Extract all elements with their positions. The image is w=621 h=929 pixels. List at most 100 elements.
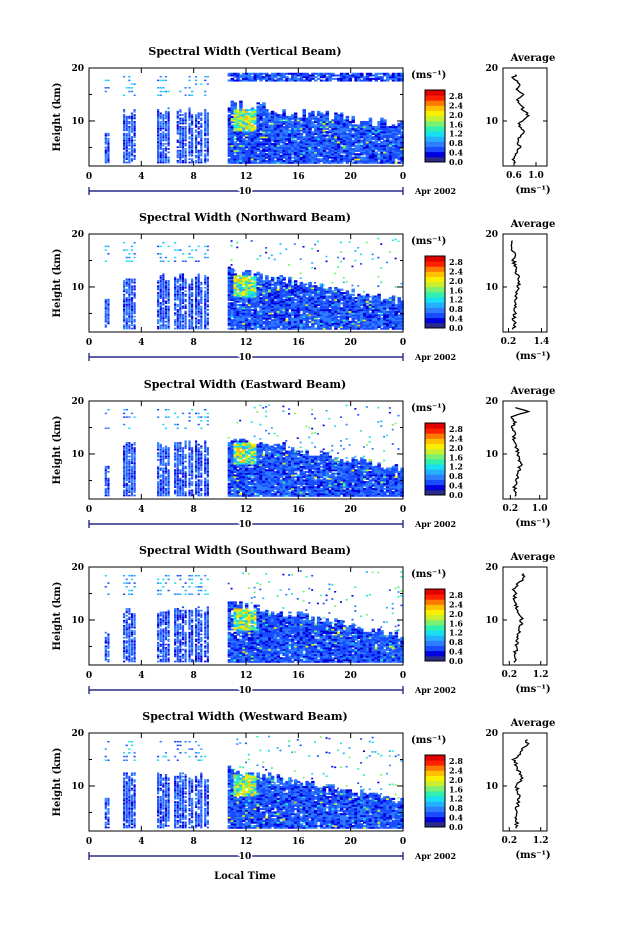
heat-cell bbox=[279, 302, 283, 305]
heat-cell bbox=[328, 305, 332, 308]
heat-cell bbox=[285, 319, 289, 322]
heat-cell bbox=[377, 305, 381, 308]
heat-cell bbox=[388, 310, 393, 313]
heat-cell bbox=[325, 325, 330, 329]
heat-cell bbox=[167, 107, 170, 110]
heat-cell bbox=[204, 122, 207, 125]
heat-cell bbox=[348, 134, 353, 137]
heat-cell bbox=[253, 114, 258, 117]
heat-cell bbox=[380, 149, 384, 152]
heat-cell bbox=[339, 149, 344, 152]
heat-cell bbox=[125, 132, 128, 135]
heat-cell bbox=[130, 245, 134, 248]
heat-cell bbox=[191, 293, 194, 296]
heat-cell bbox=[276, 127, 281, 130]
heat-cell bbox=[253, 273, 258, 276]
heat-cell bbox=[337, 74, 341, 77]
heat-cell bbox=[296, 77, 301, 80]
heat-cell bbox=[342, 72, 347, 75]
heat-cell bbox=[176, 114, 179, 116]
heat-cell bbox=[288, 129, 292, 132]
heat-cell bbox=[191, 134, 194, 137]
heat-cell bbox=[227, 276, 232, 279]
heat-cell bbox=[104, 143, 107, 145]
heat-cell bbox=[293, 281, 298, 284]
heat-cell bbox=[351, 139, 355, 142]
heat-cell bbox=[331, 146, 335, 149]
heat-cell bbox=[133, 136, 136, 138]
heat-cell bbox=[377, 134, 381, 137]
heat-cell bbox=[345, 302, 350, 305]
heat-cell bbox=[191, 320, 194, 323]
heat-cell bbox=[200, 298, 203, 301]
heat-cell bbox=[256, 74, 260, 77]
heat-cell bbox=[291, 314, 295, 317]
heat-cell bbox=[357, 159, 361, 163]
heat-cell bbox=[285, 307, 289, 310]
heat-cell bbox=[230, 310, 235, 313]
heat-cell bbox=[322, 134, 327, 137]
heat-cell bbox=[331, 292, 335, 295]
heat-cell bbox=[194, 115, 198, 118]
heat-cell bbox=[179, 120, 182, 123]
heat-cell bbox=[250, 285, 255, 288]
heat-cell bbox=[334, 156, 338, 159]
heat-cell bbox=[291, 288, 295, 291]
heat-cell bbox=[265, 315, 269, 318]
heat-cell bbox=[194, 161, 198, 164]
heat-cell bbox=[262, 136, 266, 139]
heat-cell bbox=[380, 126, 384, 129]
heat-cell bbox=[354, 136, 358, 139]
heat-cell bbox=[253, 131, 258, 134]
heat-cell bbox=[365, 151, 370, 154]
heat-cell bbox=[123, 154, 126, 157]
heat-cell bbox=[133, 281, 136, 284]
heat-cell bbox=[191, 278, 194, 281]
heat-cell bbox=[233, 322, 237, 325]
y-tick-label: 20 bbox=[71, 64, 84, 74]
heat-cell bbox=[191, 249, 194, 251]
heat-cell bbox=[319, 315, 324, 318]
heat-cell bbox=[206, 127, 209, 130]
heat-cell bbox=[368, 153, 373, 156]
heat-cell bbox=[130, 136, 134, 138]
heat-cell bbox=[337, 288, 341, 291]
heat-cell bbox=[181, 281, 185, 284]
heat-cell bbox=[293, 129, 298, 132]
heat-cell bbox=[188, 305, 191, 308]
heat-cell bbox=[380, 159, 384, 163]
heat-cell bbox=[397, 148, 401, 151]
heat-cell bbox=[388, 322, 393, 325]
heat-cell bbox=[385, 324, 390, 327]
heat-cell bbox=[314, 151, 318, 154]
heat-cell bbox=[273, 159, 278, 163]
heat-cell bbox=[204, 283, 207, 286]
heat-cell bbox=[206, 143, 209, 145]
heat-cell bbox=[253, 159, 258, 163]
heat-cell bbox=[204, 281, 207, 284]
heat-cell bbox=[276, 129, 281, 132]
heat-cell bbox=[368, 139, 373, 142]
heat-cell bbox=[200, 153, 203, 155]
heat-cell bbox=[236, 241, 239, 244]
heat-cell bbox=[400, 74, 404, 77]
heat-cell bbox=[319, 143, 324, 146]
heat-cell bbox=[296, 290, 301, 293]
heat-cell bbox=[351, 117, 355, 120]
heat-cell bbox=[250, 319, 255, 322]
heat-cell bbox=[308, 141, 312, 144]
heat-cell bbox=[184, 281, 187, 284]
avg-x-tick-label: 0.2 bbox=[501, 337, 517, 347]
heat-cell bbox=[181, 153, 185, 155]
heat-cell bbox=[316, 141, 321, 144]
heat-cell bbox=[164, 149, 168, 152]
heat-cell bbox=[345, 161, 350, 164]
heat-cell bbox=[164, 122, 168, 125]
heat-cell bbox=[331, 74, 335, 77]
heat-cell bbox=[279, 298, 283, 301]
heat-cell bbox=[285, 295, 289, 298]
heat-cell bbox=[259, 112, 263, 115]
heat-cell bbox=[125, 283, 128, 286]
heat-cell bbox=[233, 312, 237, 315]
heat-cell bbox=[354, 141, 358, 144]
